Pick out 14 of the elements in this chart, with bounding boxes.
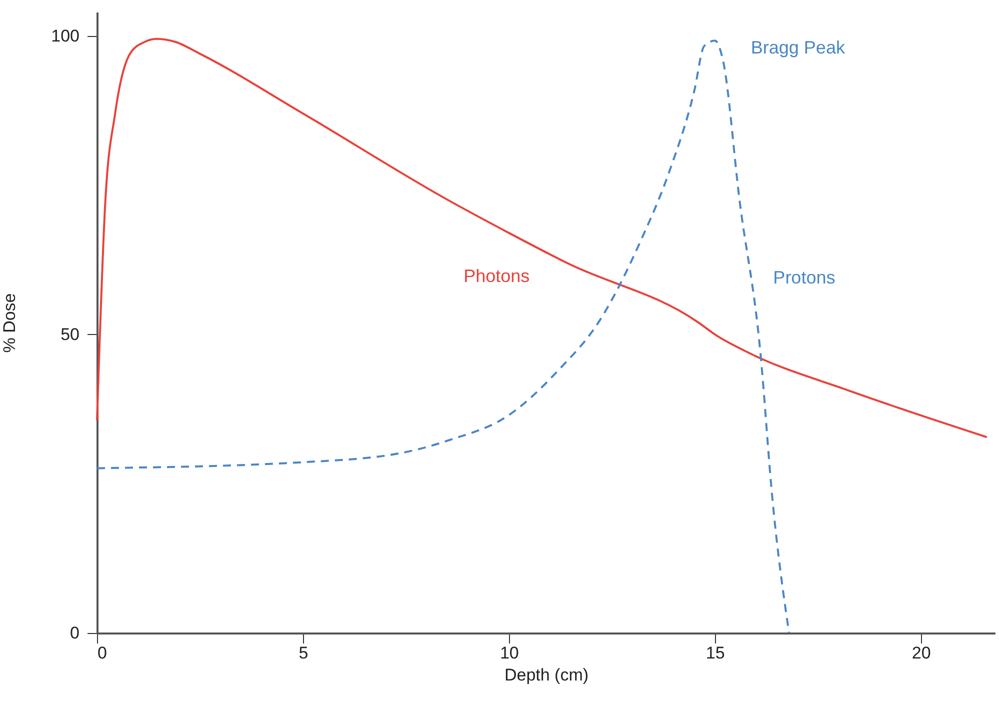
annotation: Bragg Peak [750,38,846,58]
y-tick-label: 50 [60,324,80,344]
y-tick-label: 100 [51,26,80,46]
line-series [96,38,988,438]
x-tick-label: 10 [500,644,519,662]
y-axis-title: % Dose [0,293,20,353]
series-label: Photons [464,266,530,286]
x-tick-label: 15 [706,644,725,662]
x-tick-label: 0 [98,644,107,662]
y-tick-label: 0 [70,624,80,642]
x-tick-label: 5 [298,644,308,662]
x-axis-title: Depth (cm) [504,666,589,684]
x-tick-label: 20 [912,644,931,662]
series-label: Protons [773,268,836,288]
